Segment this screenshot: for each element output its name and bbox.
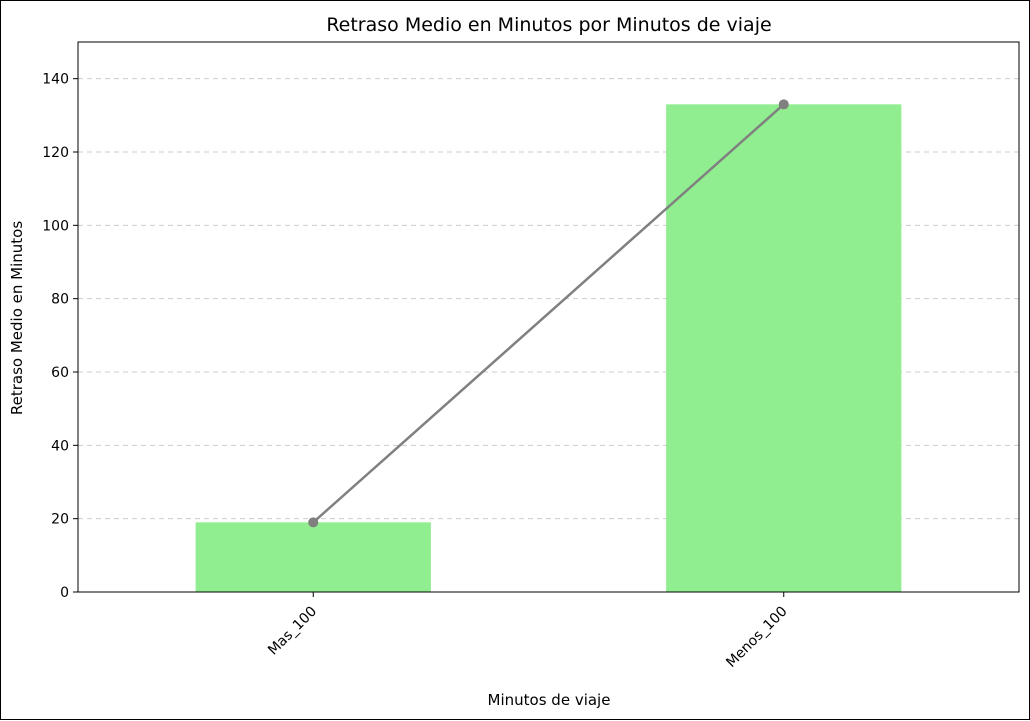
line-series <box>312 103 785 524</box>
line-point <box>778 99 789 110</box>
x-tick-label: Menos_100 <box>723 604 790 671</box>
y-tick-label: 80 <box>51 292 69 308</box>
chart-title: Retraso Medio en Minutos por Minutos de … <box>326 14 771 36</box>
bar-menos-100 <box>666 104 902 592</box>
x-axis-label: Minutos de viaje <box>488 691 611 709</box>
y-tick-label: 140 <box>42 72 69 88</box>
y-tick-label: 100 <box>42 218 69 234</box>
plot-border <box>77 41 1020 593</box>
y-tick-label: 60 <box>51 365 69 381</box>
y-tick-label: 0 <box>60 585 69 601</box>
line-point <box>308 517 319 528</box>
bars <box>195 104 902 592</box>
x-tick-label: Mas_100 <box>265 604 320 659</box>
y-tick-label: 120 <box>42 145 69 161</box>
y-axis-label: Retraso Medio en Minutos <box>8 221 26 415</box>
y-tick-label: 20 <box>51 512 69 528</box>
line-overlay <box>308 99 789 528</box>
y-tick-label: 40 <box>51 438 69 454</box>
grid-lines <box>78 78 1019 520</box>
bar-mas-100 <box>195 522 431 592</box>
